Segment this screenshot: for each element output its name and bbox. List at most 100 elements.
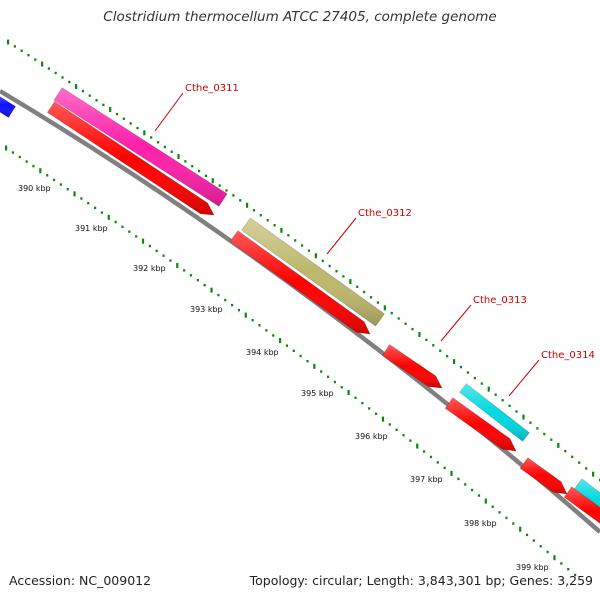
inner-tick-mark [183,269,186,272]
outer-tick-mark [452,359,456,365]
inner-tick-track [5,145,577,577]
gene-label: Cthe_0313 [473,295,527,306]
outer-tick-mark [349,279,352,285]
inner-tick-mark [224,298,227,302]
kbp-label: 396 kbp [355,432,388,441]
outer-tick-mark [466,371,470,374]
inner-tick-mark [477,494,481,497]
map-title: Clostridium thermocellum ATCC 27405, com… [103,9,497,25]
gene-label: Cthe_0314 [541,350,595,361]
outer-tick-mark [197,169,201,173]
gene-cthe-0311-feature [53,87,228,207]
kbp-label: 392 kbp [133,264,166,273]
outer-tick-mark [494,393,497,396]
inner-tick-mark [457,477,460,481]
inner-tick-mark [464,483,467,486]
inner-tick-mark [210,287,213,293]
outer-tick-mark [211,178,214,184]
accession-text: Accession: NC_009012 [9,573,152,588]
inner-tick-mark [381,416,385,422]
inner-tick-mark [443,466,446,470]
inner-tick-mark [217,293,220,297]
outer-tick-mark [88,94,91,97]
outer-tick-mark [95,99,98,102]
kbp-label: 399 kbp [516,563,549,572]
inner-tick-mark [52,178,56,182]
inner-tick-mark [278,338,282,344]
outer-tick-mark [102,103,105,107]
outer-tick-mark [459,365,463,369]
inner-tick-mark [361,401,364,405]
inner-tick-mark [388,423,391,426]
inner-tick-mark [395,428,398,432]
inner-tick-mark [59,183,62,186]
red-cds-feature [381,344,443,389]
inner-tick-mark [32,164,35,168]
inner-tick-mark [244,312,247,318]
outer-tick-mark [115,112,119,116]
outer-tick-mark [245,202,249,208]
outer-tick-mark [218,184,221,187]
inner-tick-mark [313,363,316,369]
outer-tick-mark [369,296,373,299]
inner-tick-mark [574,573,577,577]
inner-tick-mark [93,206,97,210]
inner-tick-mark [203,283,206,287]
inner-tick-mark [374,412,378,415]
red-cds-feature [46,101,215,216]
inner-tick-mark [258,324,261,327]
outer-tick-mark [163,145,166,149]
inner-tick-mark [176,262,179,268]
inner-tick-mark [512,522,515,525]
inner-tick-mark [422,450,426,453]
inner-tick-mark [121,225,124,229]
outer-tick-mark [156,141,160,144]
gene-callout-line [508,359,540,397]
outer-tick-mark [473,376,476,380]
outer-tick-mark [27,53,30,57]
inner-tick-mark [292,349,295,353]
inner-tick-mark [66,187,69,191]
outer-tick-mark [61,76,64,79]
inner-tick-mark [196,279,199,282]
outer-tick-mark [501,399,504,402]
inner-tick-mark [471,488,474,492]
inner-tick-mark [532,539,536,542]
outer-tick-mark [522,414,525,420]
inner-tick-mark [299,354,302,358]
inner-tick-mark [347,390,350,396]
inner-tick-mark [87,201,90,205]
inner-tick-mark [114,220,117,224]
cyan-cds-feature [573,478,600,510]
inner-tick-mark [80,197,83,200]
outer-tick-mark [232,194,235,197]
gene-callouts: Cthe_0311 Cthe_0312 Cthe_0313 Cthe_0314 [154,83,595,397]
outer-tick-mark [536,427,539,430]
outer-tick-mark [585,467,588,470]
outer-tick-mark [191,164,194,168]
inner-tick-mark [368,407,371,410]
inner-tick-mark [546,550,549,554]
outer-tick-mark [273,224,276,227]
inner-tick-mark [525,533,529,537]
outer-tick-mark [363,290,366,294]
inner-tick-mark [237,308,241,312]
red-cds-feature [519,457,568,495]
outer-tick-mark [225,189,228,192]
inner-tick-mark [560,562,563,565]
outer-tick-mark [307,249,311,252]
outer-tick-mark [425,338,428,342]
outer-tick-mark [54,71,57,75]
outer-tick-mark [252,209,256,212]
red-cds-feature [563,486,600,524]
gene-label: Cthe_0311 [185,83,239,94]
inner-tick-mark [320,370,323,373]
inner-tick-mark [436,461,439,464]
outer-tick-mark [342,275,345,278]
inner-tick-mark [498,511,501,514]
inner-tick-mark [25,160,28,163]
inner-tick-mark [11,151,15,154]
outer-tick-mark [439,349,442,352]
inner-tick-mark [553,555,556,561]
